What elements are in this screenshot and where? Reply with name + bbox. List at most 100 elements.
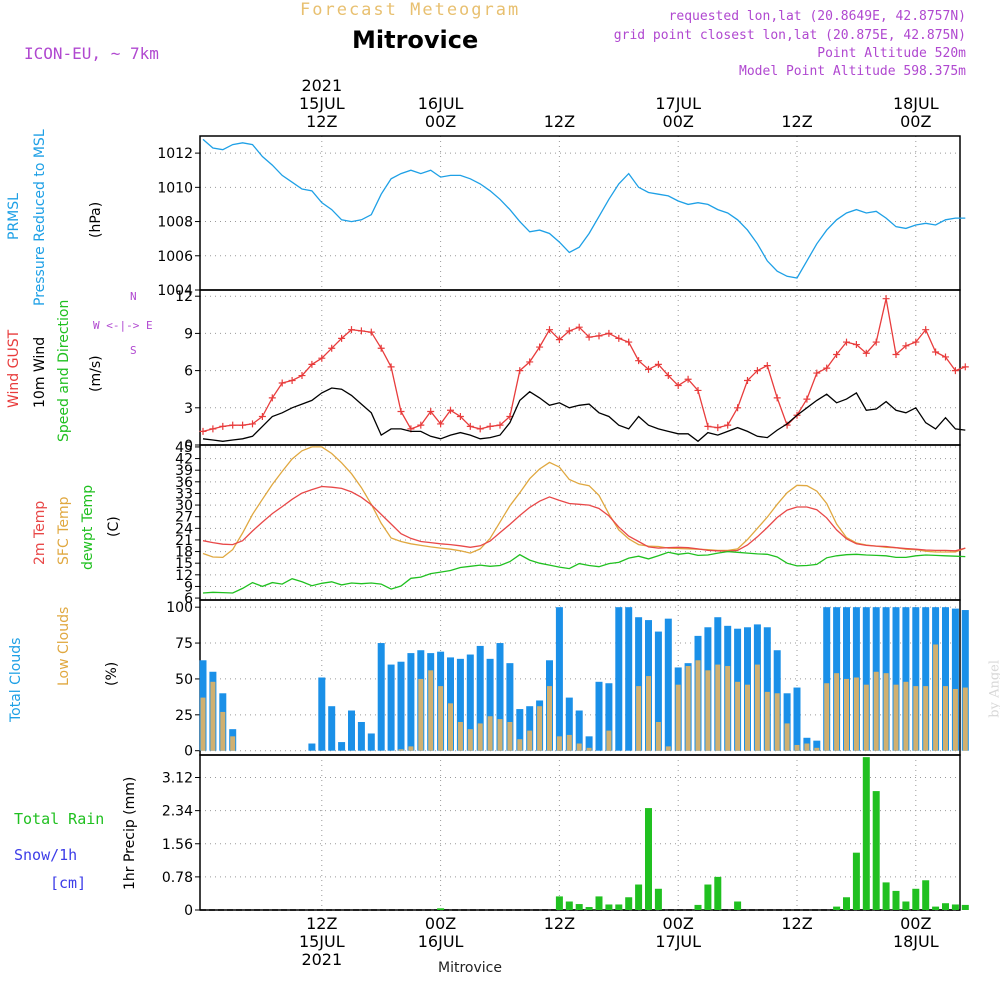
time-tick-bottom: 2021: [301, 950, 342, 969]
gust-marker: [268, 394, 276, 402]
gust-marker: [536, 343, 544, 351]
time-tick-bottom: 16JUL: [418, 932, 464, 951]
total-cloud-bar: [763, 627, 771, 751]
time-tick-bottom: 17JUL: [655, 932, 701, 951]
low-cloud-bar: [834, 673, 840, 751]
total-cloud-bar: [892, 607, 900, 751]
y-tick-label: 15: [175, 556, 193, 572]
product-title: Forecast Meteogram: [300, 0, 521, 20]
low-cloud-bar: [556, 736, 562, 751]
rain-bar: [654, 888, 662, 910]
model-name: ICON-EU, ~ 7km: [24, 44, 159, 63]
total-cloud-bar: [476, 645, 484, 751]
time-tick-top: 00Z: [663, 112, 694, 131]
total-cloud-bar: [328, 706, 336, 751]
gust-marker: [239, 421, 247, 429]
low-cloud-bar: [438, 686, 444, 751]
low-cloud-bar: [943, 686, 948, 751]
gust-marker: [486, 422, 494, 430]
compass-south: S: [130, 344, 137, 357]
total-cloud-bar: [506, 663, 514, 751]
rain-bar: [872, 791, 880, 910]
low-cloud-bar: [814, 747, 820, 751]
low-cloud-bar: [586, 747, 592, 751]
gust-marker: [565, 327, 573, 335]
y-tick-label: 30: [175, 498, 193, 514]
gust-marker: [724, 421, 732, 429]
gust-marker: [476, 425, 484, 433]
low-cloud-bar: [487, 716, 493, 751]
y-tick-label: 39: [175, 463, 193, 479]
sfc-temp-line: [202, 446, 966, 559]
total-cloud-bar: [922, 607, 930, 751]
rain-bar: [575, 904, 583, 910]
rain-bar: [902, 901, 910, 910]
total-cloud-bar: [585, 736, 593, 751]
gust-marker: [456, 412, 464, 420]
time-tick-top: 2021: [301, 76, 342, 95]
y-tick-label: 0.78: [162, 870, 193, 886]
y-tick-label: 75: [175, 636, 193, 652]
total-cloud-bar: [338, 742, 346, 751]
low-cloud-bar: [695, 660, 701, 751]
total-cloud-bar: [516, 709, 524, 751]
time-tick-bottom: 00Z: [663, 914, 694, 933]
gust-marker: [387, 363, 395, 371]
low-cloud-bar: [774, 693, 780, 751]
rain-bar: [961, 904, 969, 910]
gust-marker: [734, 404, 742, 412]
gust-marker: [496, 421, 504, 429]
low-cloud-bar: [636, 686, 642, 751]
grid-point-coords: grid point closest lon,lat (20.875E, 42.…: [613, 28, 966, 43]
gust-marker: [447, 406, 454, 414]
low-cloud-bar: [448, 703, 453, 751]
total-cloud-bar: [595, 681, 603, 751]
gust-marker: [199, 427, 207, 435]
gust-marker: [615, 334, 623, 342]
gust-marker: [654, 360, 662, 368]
low-cloud-bar: [467, 729, 473, 751]
total-cloud-bar: [397, 661, 405, 751]
low-cloud-bar: [745, 684, 750, 751]
gust-marker: [546, 326, 553, 334]
y-tick-label: 45: [175, 440, 193, 456]
gust-marker: [526, 358, 534, 366]
rain-bar: [932, 906, 940, 910]
gust-marker: [318, 354, 326, 362]
total-cloud-bar: [496, 643, 504, 751]
total-cloud-bar: [605, 683, 613, 751]
low-cloud-bar: [685, 666, 691, 751]
footer-location: Mitrovice: [438, 960, 502, 976]
total-cloud-bar: [348, 710, 355, 751]
low-cloud-bar: [725, 666, 731, 751]
gust-marker: [249, 420, 256, 428]
panel-frame: [199, 289, 961, 446]
low-cloud-bar: [477, 723, 483, 751]
rain-bar: [585, 907, 593, 910]
low-cloud-bar: [913, 686, 919, 751]
gust-marker: [357, 327, 365, 335]
total-cloud-bar: [565, 697, 573, 751]
gust-marker: [466, 422, 474, 430]
total-cloud-bar: [615, 607, 623, 751]
rain-label: Total Rain: [14, 810, 105, 828]
low-cloud-bar: [230, 736, 236, 751]
gust-marker: [308, 360, 316, 368]
total-cloud-bar: [367, 733, 375, 751]
gust-marker: [427, 408, 435, 416]
y-tick-label: 0: [184, 438, 193, 454]
gust-marker: [674, 381, 682, 389]
total-cloud-bar: [862, 607, 870, 751]
time-tick-top: 12Z: [306, 112, 337, 131]
rain-bar: [833, 906, 841, 910]
total-cloud-bar: [783, 693, 791, 751]
y-tick-label: 25: [175, 708, 193, 724]
total-cloud-bar: [308, 743, 316, 751]
low-cloud-bar: [547, 686, 552, 751]
low-cloud-bar: [527, 730, 533, 751]
low-cloud-bar: [497, 719, 503, 751]
gust-marker: [288, 377, 296, 385]
total-cloud-bar: [654, 631, 662, 751]
time-tick-bottom: 12Z: [544, 914, 575, 933]
total-cloud-bar: [555, 607, 563, 751]
